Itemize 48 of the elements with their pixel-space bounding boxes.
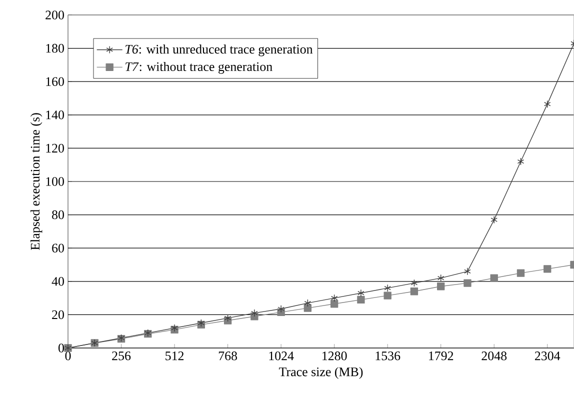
point	[304, 299, 312, 307]
x-tick-label: 1536	[376, 352, 400, 360]
point	[304, 304, 312, 312]
legend-label: T6: with unreduced trace generation	[126, 44, 313, 56]
x-tick-label: 1792	[429, 352, 454, 360]
point	[278, 305, 284, 313]
point	[516, 269, 525, 277]
x-tick-label: 1280	[322, 352, 347, 360]
point	[384, 292, 392, 300]
y-axis-title: Elapsed execution time (s)	[30, 113, 42, 250]
y-tick-label: 20	[52, 310, 64, 320]
point	[437, 282, 445, 290]
point	[330, 294, 338, 302]
x-tick-label: 512	[166, 352, 184, 360]
point	[384, 284, 391, 292]
legend-label: T7: without trace generation	[126, 62, 272, 74]
y-tick-label: 120	[46, 144, 64, 153]
x-axis-title: Trace size (MB)	[279, 367, 363, 379]
y-tick-label: 100	[46, 177, 64, 186]
y-tick-label: 0	[58, 344, 64, 352]
point	[464, 279, 472, 287]
point	[410, 288, 418, 296]
point	[490, 274, 498, 282]
x-tick-label: 768	[218, 352, 238, 360]
y-tick-label: 80	[52, 210, 64, 220]
y-tick-label: 40	[52, 277, 64, 286]
point	[224, 314, 232, 322]
y-tick-label: 180	[46, 44, 64, 53]
point	[357, 296, 365, 304]
x-tick-label: 2048	[482, 352, 507, 360]
point	[410, 279, 418, 287]
point	[464, 268, 471, 276]
x-tick-label: 256	[112, 352, 131, 360]
point	[358, 289, 364, 297]
y-tick-label: 160	[46, 77, 64, 86]
x-tick-label: 2304	[534, 352, 560, 360]
point	[517, 158, 524, 166]
x-tick-label: 1024	[269, 352, 294, 360]
x-tick-label: 0	[65, 352, 71, 360]
point	[251, 309, 258, 317]
y-tick-label: 60	[52, 244, 64, 252]
point	[330, 300, 338, 308]
point	[544, 265, 552, 273]
y-tick-label: 200	[46, 10, 64, 20]
point	[490, 216, 498, 224]
point	[544, 100, 551, 108]
y-tick-label: 140	[46, 110, 64, 120]
point	[437, 274, 444, 282]
